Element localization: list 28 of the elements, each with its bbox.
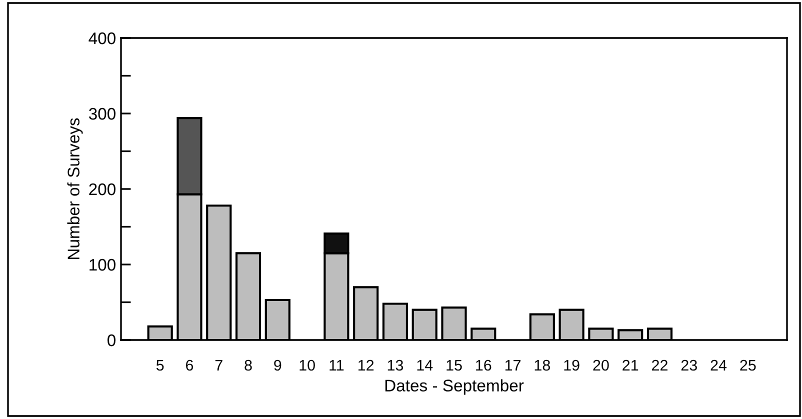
- y-tick-label: 300: [88, 108, 116, 120]
- x-tick-label: 25: [740, 360, 756, 371]
- x-axis-title: Dates - September: [385, 379, 524, 395]
- x-tick-label: 14: [417, 360, 433, 371]
- x-tick-label: 12: [358, 360, 374, 371]
- x-tick-label: 8: [244, 360, 252, 371]
- x-tick-label: 5: [156, 360, 164, 371]
- x-tick-label: 16: [476, 360, 492, 371]
- x-tick-label: 23: [681, 360, 697, 371]
- x-tick-label: 13: [388, 360, 404, 371]
- y-tick-label: 200: [89, 183, 116, 196]
- y-tick-label: 100: [90, 258, 116, 271]
- x-tick-label: 9: [274, 360, 282, 371]
- x-tick-label: 7: [215, 360, 222, 371]
- x-tick-label: 19: [564, 360, 580, 371]
- x-tick-label: 15: [446, 360, 462, 371]
- x-tick-label: 17: [505, 360, 521, 371]
- x-tick-label: 11: [330, 360, 344, 371]
- x-tick-label: 6: [186, 360, 194, 371]
- x-tick-label: 18: [534, 360, 550, 371]
- x-tick-label: 20: [593, 360, 609, 371]
- x-tick-label: 22: [652, 360, 668, 371]
- x-tick-label: 10: [300, 360, 315, 371]
- x-tick-label: 21: [622, 360, 638, 371]
- y-tick-label: 400: [88, 32, 116, 44]
- y-axis-title: Number of Surveys: [67, 118, 83, 259]
- y-tick-label: 0: [108, 334, 116, 346]
- x-tick-label: 24: [710, 360, 727, 371]
